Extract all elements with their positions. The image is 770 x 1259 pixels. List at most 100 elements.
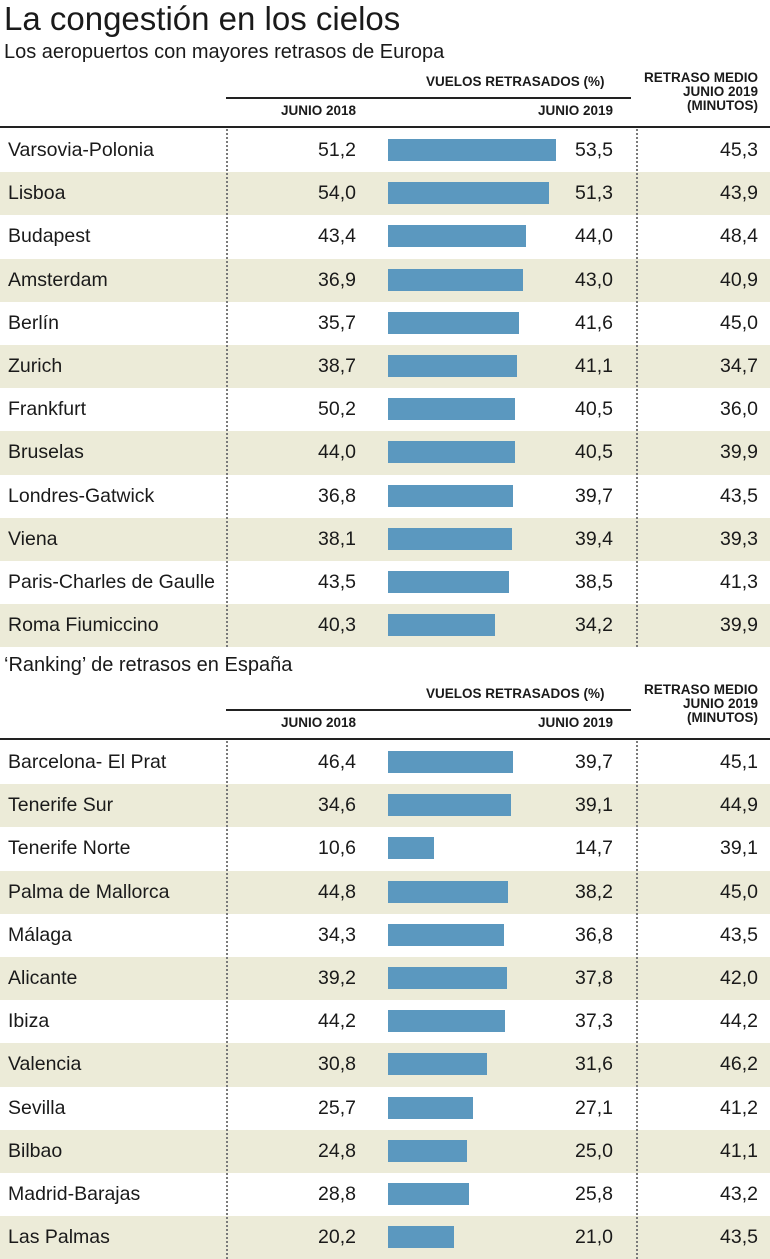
- header-junio-2019: JUNIO 2019: [537, 103, 613, 118]
- value-2019: 38,5: [575, 570, 613, 593]
- airport-name: Londres-Gatwick: [8, 484, 155, 507]
- header-retraso-medio: RETRASO MEDIO JUNIO 2019 (MINUTOS): [628, 71, 758, 113]
- airport-name: Frankfurt: [8, 398, 87, 421]
- value-retraso-medio: 44,9: [720, 794, 758, 817]
- value-retraso-medio: 39,1: [720, 837, 758, 860]
- table-row: Alicante 39,2 37,8 42,0: [0, 956, 770, 1001]
- value-retraso-medio: 43,5: [720, 484, 758, 507]
- value-2019: 25,0: [575, 1139, 613, 1162]
- value-2019: 39,7: [575, 751, 613, 773]
- table-row: Frankfurt 50,2 40,5 36,0: [0, 388, 770, 431]
- value-2018: 25,7: [318, 1096, 356, 1119]
- airport-name: Madrid-Barajas: [8, 1182, 141, 1205]
- header-retraso-medio-line: RETRASO MEDIO: [643, 70, 758, 85]
- table-rows: Barcelona- El Prat 46,4 39,7 45,1 Tenerife S…: [0, 741, 770, 1259]
- value-2018: 46,4: [318, 751, 356, 773]
- table-row: Madrid-Barajas 28,8 25,8 43,2: [0, 1173, 770, 1216]
- value-retraso-medio: 43,5: [720, 923, 758, 946]
- table-row: Ibiza 44,2 37,3 44,2: [0, 1000, 770, 1043]
- value-2018: 38,1: [318, 527, 356, 550]
- airport-name: Málaga: [8, 923, 72, 946]
- header-underline: [226, 709, 631, 711]
- value-2018: 36,9: [318, 268, 356, 291]
- airport-name: Varsovia-Polonia: [8, 139, 154, 161]
- bar-2019: [388, 311, 519, 334]
- value-2019: 34,2: [575, 614, 613, 637]
- value-retraso-medio: 39,9: [720, 441, 758, 464]
- table-row: Budapest 43,4 44,0 48,4: [0, 215, 770, 258]
- value-2018: 20,2: [318, 1226, 356, 1249]
- value-2018: 51,2: [318, 139, 356, 161]
- table-row: Málaga 34,3 36,8 43,5: [0, 914, 770, 957]
- bar-2019: [388, 1053, 488, 1076]
- value-2019: 27,1: [575, 1096, 613, 1119]
- bar-2019: [388, 268, 523, 291]
- value-2018: 39,2: [318, 966, 356, 989]
- airport-name: Alicante: [8, 966, 78, 989]
- table-row: Londres-Gatwick 36,8 39,7 43,5: [0, 475, 770, 518]
- value-2018: 10,6: [318, 837, 356, 860]
- value-2018: 35,7: [318, 311, 356, 334]
- bar-2019: [388, 966, 507, 989]
- table-row: Viena 38,1 39,4 39,3: [0, 517, 770, 561]
- table-row: Tenerife Norte 10,6 14,7 39,1: [0, 827, 770, 870]
- value-2019: 21,0: [575, 1226, 613, 1249]
- value-2018: 36,8: [318, 484, 356, 507]
- value-2019: 39,1: [575, 794, 613, 817]
- airport-name: Zurich: [8, 354, 63, 377]
- bar-2019: [388, 484, 513, 507]
- value-2018: 43,4: [318, 225, 356, 248]
- airport-name: Las Palmas: [8, 1226, 110, 1249]
- table-row: Valencia 30,8 31,6 46,2: [0, 1043, 770, 1087]
- column-separator: [226, 129, 228, 648]
- value-2018: 34,6: [318, 794, 356, 817]
- value-2019: 41,6: [575, 311, 613, 334]
- chart-title: La congestión en los cielos: [4, 0, 401, 37]
- value-2018: 50,2: [318, 398, 356, 421]
- value-retraso-medio: 40,9: [720, 268, 758, 291]
- table-row: Lisboa 54,0 51,3 43,9: [0, 172, 770, 216]
- header-retraso-medio-line: JUNIO 2019: [682, 696, 758, 711]
- value-2019: 14,7: [575, 837, 613, 860]
- value-2018: 44,0: [318, 441, 356, 464]
- value-retraso-medio: 36,0: [720, 398, 758, 421]
- bar-2019: [388, 225, 527, 248]
- bar-2019: [388, 794, 511, 817]
- bar-2019: [388, 1010, 506, 1033]
- bar-2019: [388, 1182, 469, 1205]
- value-2019: 39,4: [575, 527, 613, 550]
- airport-name: Ibiza: [8, 1010, 50, 1033]
- bar-2019: [388, 398, 516, 421]
- airport-name: Bruselas: [8, 441, 84, 464]
- bar-2019: [388, 570, 509, 593]
- bar-2019: [388, 441, 516, 464]
- value-2018: 54,0: [318, 182, 356, 205]
- column-separator: [636, 129, 638, 648]
- value-2019: 39,7: [575, 484, 613, 507]
- airport-name: Tenerife Norte: [8, 837, 131, 860]
- table-row: Tenerife Sur 34,6 39,1 44,9: [0, 784, 770, 828]
- table-row: Palma de Mallorca 44,8 38,2 45,0: [0, 870, 770, 914]
- table-row: Amsterdam 36,9 43,0 40,9: [0, 258, 770, 302]
- value-retraso-medio: 41,1: [720, 1139, 758, 1162]
- header-rule: [0, 738, 770, 740]
- bar-2019: [388, 923, 504, 946]
- value-retraso-medio: 41,3: [720, 570, 758, 593]
- bar-2019: [388, 354, 518, 377]
- bar-2019: [388, 837, 435, 860]
- value-2018: 43,5: [318, 570, 356, 593]
- airport-name: Bilbao: [8, 1139, 63, 1162]
- table-row: Bruselas 44,0 40,5 39,9: [0, 431, 770, 475]
- value-2019: 41,1: [575, 354, 613, 377]
- airport-name: Palma de Mallorca: [8, 880, 170, 903]
- value-2019: 40,5: [575, 441, 613, 464]
- bar-2019: [388, 139, 556, 161]
- value-retraso-medio: 39,9: [720, 614, 758, 637]
- value-2019: 38,2: [575, 880, 613, 903]
- table-row: Paris-Charles de Gaulle 43,5 38,5 41,3: [0, 561, 770, 604]
- value-retraso-medio: 46,2: [720, 1053, 758, 1076]
- value-2019: 43,0: [575, 268, 613, 291]
- header-underline: [226, 97, 631, 99]
- column-separator: [636, 741, 638, 1259]
- value-retraso-medio: 44,2: [720, 1010, 758, 1033]
